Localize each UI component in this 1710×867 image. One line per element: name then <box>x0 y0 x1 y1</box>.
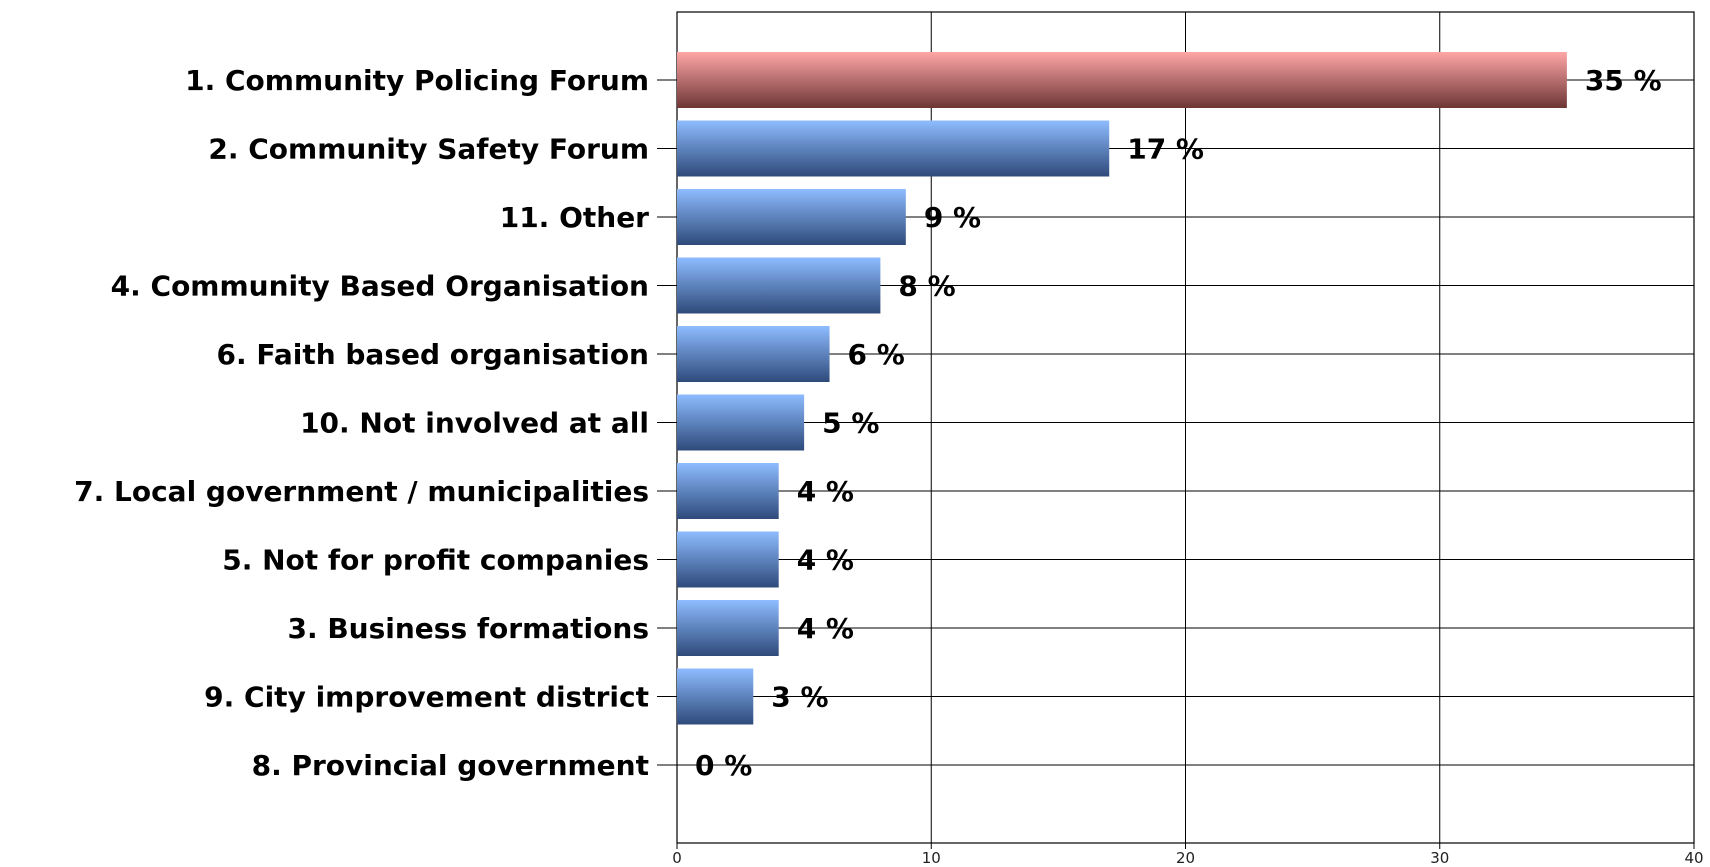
category-label: 2. Community Safety Forum <box>208 133 649 166</box>
bar <box>677 120 1110 177</box>
category-label: 10. Not involved at all <box>300 407 649 440</box>
data-label: 17 % <box>1127 133 1204 166</box>
data-label: 3 % <box>771 681 828 714</box>
grid <box>657 11 1695 844</box>
category-label: 4. Community Based Organisation <box>111 270 649 303</box>
bar <box>677 531 779 588</box>
bar <box>677 326 830 382</box>
category-label: 8. Provincial government <box>252 749 649 782</box>
x-tick-label: 0 <box>672 849 682 867</box>
x-tick-label: 30 <box>1430 849 1449 867</box>
data-labels: 35 % 17 % 9 % 8 % 6 % 5 % 4 % 4 % 4 % 3 % 0 % <box>695 64 1662 782</box>
bars <box>677 52 1567 725</box>
bar <box>677 668 754 725</box>
data-label: 0 % <box>695 749 752 782</box>
category-label: 11. Other <box>500 201 649 234</box>
category-label: 7. Local government / municipalities <box>74 475 649 508</box>
data-label: 5 % <box>822 407 879 440</box>
bar <box>677 257 881 314</box>
bar <box>677 463 779 519</box>
x-axis-ticks: 0 10 20 30 40 <box>672 843 1704 867</box>
data-label: 6 % <box>848 338 905 371</box>
category-label: 5. Not for profit companies <box>222 544 649 577</box>
x-tick-label: 40 <box>1684 849 1703 867</box>
data-label: 4 % <box>797 612 854 645</box>
data-label: 8 % <box>898 270 955 303</box>
category-label: 1. Community Policing Forum <box>185 64 649 97</box>
bar <box>677 600 779 656</box>
category-label: 6. Faith based organisation <box>216 338 649 371</box>
category-label: 3. Business formations <box>287 612 649 645</box>
x-tick-label: 20 <box>1176 849 1195 867</box>
category-labels: 1. Community Policing Forum 2. Community … <box>74 64 649 782</box>
bar <box>677 394 805 451</box>
data-label: 4 % <box>797 475 854 508</box>
data-label: 4 % <box>797 544 854 577</box>
bar <box>677 52 1567 108</box>
category-label: 9. City improvement district <box>204 681 649 714</box>
data-label: 35 % <box>1585 64 1662 97</box>
x-tick-label: 10 <box>922 849 941 867</box>
data-label: 9 % <box>924 201 981 234</box>
bar <box>677 189 906 245</box>
